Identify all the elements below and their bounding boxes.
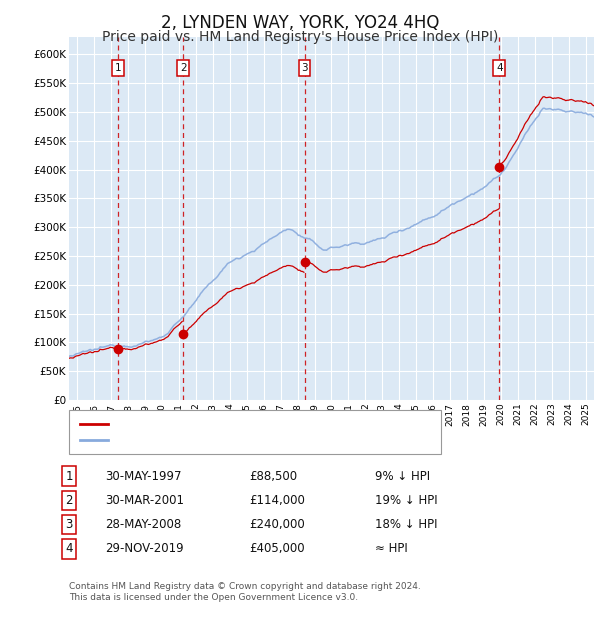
Text: 30-MAR-2001: 30-MAR-2001 bbox=[105, 494, 184, 507]
Text: 1: 1 bbox=[65, 470, 73, 482]
Text: 1: 1 bbox=[115, 63, 122, 73]
Text: 30-MAY-1997: 30-MAY-1997 bbox=[105, 470, 182, 482]
Text: 4: 4 bbox=[65, 542, 73, 555]
Text: £240,000: £240,000 bbox=[249, 518, 305, 531]
Text: 3: 3 bbox=[65, 518, 73, 531]
Text: 28-MAY-2008: 28-MAY-2008 bbox=[105, 518, 181, 531]
Text: 2, LYNDEN WAY, YORK, YO24 4HQ: 2, LYNDEN WAY, YORK, YO24 4HQ bbox=[161, 14, 439, 32]
Text: Contains HM Land Registry data © Crown copyright and database right 2024.
This d: Contains HM Land Registry data © Crown c… bbox=[69, 582, 421, 603]
Text: ≈ HPI: ≈ HPI bbox=[375, 542, 408, 555]
Text: 2: 2 bbox=[65, 494, 73, 507]
Text: Price paid vs. HM Land Registry's House Price Index (HPI): Price paid vs. HM Land Registry's House … bbox=[102, 30, 498, 44]
Text: HPI: Average price, detached house, York: HPI: Average price, detached house, York bbox=[114, 435, 343, 445]
Text: 18% ↓ HPI: 18% ↓ HPI bbox=[375, 518, 437, 531]
Text: 3: 3 bbox=[301, 63, 308, 73]
Text: £114,000: £114,000 bbox=[249, 494, 305, 507]
Text: 9% ↓ HPI: 9% ↓ HPI bbox=[375, 470, 430, 482]
Text: 2, LYNDEN WAY, YORK, YO24 4HQ (detached house): 2, LYNDEN WAY, YORK, YO24 4HQ (detached … bbox=[114, 419, 402, 429]
Text: 29-NOV-2019: 29-NOV-2019 bbox=[105, 542, 184, 555]
Text: £405,000: £405,000 bbox=[249, 542, 305, 555]
Text: 2: 2 bbox=[180, 63, 187, 73]
Text: 19% ↓ HPI: 19% ↓ HPI bbox=[375, 494, 437, 507]
Text: £88,500: £88,500 bbox=[249, 470, 297, 482]
Text: 4: 4 bbox=[496, 63, 503, 73]
